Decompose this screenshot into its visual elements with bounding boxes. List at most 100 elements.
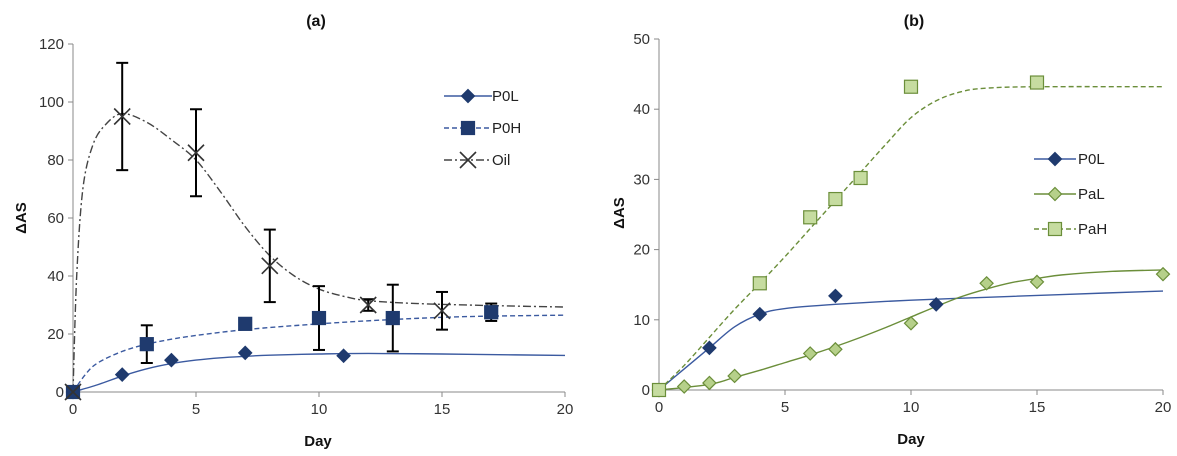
panel-b-legend-label-pal: PaL [1078, 186, 1105, 203]
panel-a-x-axis-title: Day [304, 433, 332, 450]
panel-b-point-pah-3 [828, 191, 843, 207]
panel-b-x-axis-title: Day [897, 431, 925, 448]
panel-a-point-oil-5 [433, 302, 451, 320]
panel-a-y-tick-label-4: 80 [47, 152, 64, 169]
panel-b-x-tick-label-2: 10 [903, 399, 920, 416]
panel-b-point-pal-1 [676, 379, 692, 394]
panel-a-point-p0h-1 [139, 337, 154, 352]
panel-b-point-pah-0 [651, 382, 667, 398]
panel-a-point-oil-0 [64, 383, 82, 401]
panel-a-legend-marker-p0h [460, 120, 476, 136]
panel-b-point-pah-6 [1029, 75, 1045, 90]
panel-b-legend: P0L PaL PaH [1034, 151, 1107, 238]
panel-b-point-pah-2 [803, 210, 818, 225]
panel-a-axes: 0 20 40 60 80 100 120 0 5 10 15 20 [39, 36, 573, 418]
panel-a-legend-label-p0h: P0H [492, 120, 521, 137]
panel-b-y-tick-label-4: 40 [633, 101, 650, 118]
panel-a-point-p0h-5 [484, 305, 499, 320]
panel-b-point-pal-9 [1155, 266, 1171, 282]
panel-b-y-axis-title: ΔAS [611, 197, 628, 229]
panel-b-x-tick-label-1: 5 [781, 399, 789, 416]
panel-b-point-pal-2 [702, 375, 717, 391]
panel-b-point-p0l-3 [828, 288, 843, 304]
panel-b-legend-label-p0l: P0L [1078, 151, 1105, 168]
panel-a-legend-marker-p0l [460, 88, 476, 104]
panel-b-x-tick-label-0: 0 [655, 399, 663, 416]
panel-b-y-tick-label-2: 20 [633, 242, 650, 259]
panel-a-x-tick-label-4: 20 [557, 401, 574, 418]
panel-a-point-oil-1 [113, 107, 131, 126]
panel-b-point-p0l-2 [752, 306, 768, 322]
panel-a-point-oil-3 [261, 257, 279, 275]
panel-a-legend-marker-oil-stroke-2 [459, 151, 477, 169]
panel-a-point-oil-5-stroke-2 [433, 302, 451, 320]
panel-a-title: (a) [306, 13, 326, 30]
panel-a-point-oil-2 [187, 144, 205, 162]
panel-a-point-p0h-4 [385, 310, 400, 326]
panel-a-legend-item-p0h: P0H [444, 120, 521, 137]
panel-a-point-p0h-2 [238, 316, 253, 331]
panel-a-y-tick-label-6: 120 [39, 36, 64, 53]
panel-b-x-tick-label-4: 20 [1155, 399, 1172, 416]
panel-a-y-tick-label-1: 20 [47, 326, 64, 343]
panel-a-x-tick-label-3: 15 [434, 401, 451, 418]
panel-a-x-tick-label-1: 5 [192, 401, 200, 418]
panel-b-legend-marker-pal [1047, 186, 1063, 202]
panel-a-point-oil-1-stroke-2 [113, 107, 131, 126]
panel-a-markers [64, 107, 499, 401]
panel-b-point-pal-7 [979, 275, 994, 291]
panel-a-point-oil-4 [359, 296, 377, 314]
panel-b-point-pah-5 [903, 79, 919, 94]
panel-a-y-tick-label-0: 0 [56, 384, 64, 401]
panel-b-y-tick-label-5: 50 [633, 31, 650, 48]
panel-b-point-pah-1 [752, 276, 767, 291]
panel-a-point-p0h-3 [311, 310, 327, 326]
panel-a-point-oil-0-stroke-2 [64, 383, 82, 401]
panel-b-fit-p0l [658, 290, 1164, 391]
panel-b-legend-item-p0l: P0L [1034, 151, 1105, 168]
panel-a-legend-item-p0l: P0L [444, 88, 519, 105]
panel-b-legend-item-pah: PaH [1034, 221, 1107, 238]
panel-b-y-tick-label-3: 30 [633, 171, 650, 188]
panel-b-point-pal-6 [903, 315, 919, 331]
panel-b-point-pal-8 [1029, 274, 1045, 290]
panel-a-y-tick-label-3: 60 [47, 210, 64, 227]
panel-a-point-p0l-1 [114, 367, 130, 382]
panel-a-legend-label-p0l: P0L [492, 88, 519, 105]
panel-b-fit-pah [658, 85, 1164, 391]
panel-b-point-pal-4 [802, 346, 818, 361]
panel-a-y-axis-title: ΔAS [13, 202, 30, 234]
panel-b-y-tick-label-0: 0 [642, 382, 650, 399]
panel-a-x-tick-label-2: 10 [311, 401, 328, 418]
panel-a-y-tick-label-2: 40 [47, 268, 64, 285]
panel-a-x-tick-label-0: 0 [69, 401, 77, 418]
panel-a-legend-label-oil: Oil [492, 152, 510, 169]
panel-b-legend-item-pal: PaL [1034, 186, 1105, 203]
panel-b-point-p0l-1 [702, 340, 717, 356]
panel-b-y-tick-label-1: 10 [633, 312, 650, 329]
panel-b-fit-lines [658, 85, 1164, 391]
panel-b-markers [651, 75, 1171, 398]
panel-b-legend-label-pah: PaH [1078, 221, 1107, 238]
panel-b-legend-marker-pah [1047, 221, 1063, 237]
panel-b: (b) Day ΔAS 0 10 20 30 40 50 0 5 10 15 20 P0L PaL Pa… [611, 13, 1171, 448]
panel-a-legend-marker-oil [459, 151, 477, 169]
panel-b-legend-marker-p0l [1047, 151, 1063, 167]
panel-a-fit-p0h [72, 314, 566, 393]
panel-b-point-pal-3 [727, 368, 742, 384]
panel-a-point-oil-2-stroke-2 [187, 144, 205, 162]
panel-b-title: (b) [904, 13, 924, 30]
panel-a-point-oil-4-stroke-2 [359, 296, 377, 314]
panel-a-point-oil-3-stroke-2 [261, 257, 279, 275]
panel-a-point-p0l-2 [164, 352, 179, 368]
panel-b-x-tick-label-3: 15 [1029, 399, 1046, 416]
panel-b-axes: 0 10 20 30 40 50 0 5 10 15 20 [633, 31, 1171, 416]
panel-a-point-p0l-4 [336, 348, 351, 364]
panel-a-y-tick-label-5: 100 [39, 94, 64, 111]
panel-a-point-p0l-3 [237, 345, 253, 361]
panel-a-legend: P0L P0H Oil [444, 88, 521, 169]
panel-b-point-pal-5 [828, 341, 843, 357]
